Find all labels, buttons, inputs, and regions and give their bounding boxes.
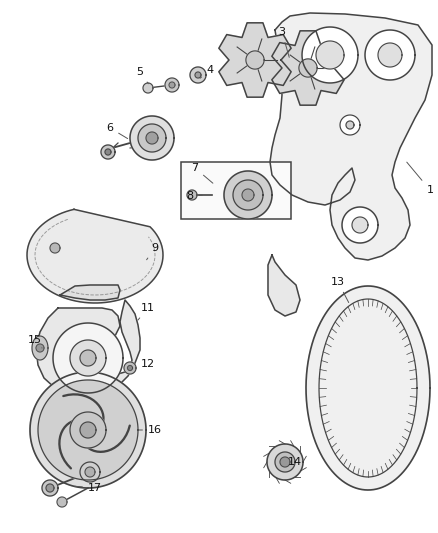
- FancyBboxPatch shape: [181, 162, 291, 219]
- Polygon shape: [85, 467, 95, 477]
- Polygon shape: [224, 171, 272, 219]
- Polygon shape: [267, 444, 303, 480]
- Polygon shape: [80, 422, 96, 438]
- Polygon shape: [57, 497, 67, 507]
- Text: 14: 14: [288, 457, 302, 467]
- Text: 4: 4: [200, 65, 214, 78]
- Polygon shape: [105, 149, 111, 155]
- Polygon shape: [365, 30, 415, 80]
- Polygon shape: [280, 457, 290, 467]
- Polygon shape: [169, 82, 175, 88]
- Polygon shape: [146, 132, 158, 144]
- Polygon shape: [38, 380, 138, 480]
- Polygon shape: [190, 67, 206, 83]
- Polygon shape: [80, 350, 96, 366]
- Polygon shape: [342, 207, 378, 243]
- Polygon shape: [272, 31, 344, 105]
- Polygon shape: [306, 286, 430, 490]
- Polygon shape: [242, 189, 254, 201]
- Polygon shape: [219, 23, 291, 97]
- Polygon shape: [143, 83, 153, 93]
- Polygon shape: [195, 72, 201, 78]
- Polygon shape: [30, 372, 146, 488]
- Polygon shape: [36, 300, 140, 396]
- Text: 13: 13: [331, 277, 349, 303]
- Polygon shape: [302, 27, 358, 83]
- Text: 5: 5: [137, 67, 148, 84]
- Polygon shape: [32, 336, 48, 360]
- Text: 8: 8: [187, 191, 202, 201]
- Text: 1: 1: [407, 162, 434, 195]
- Polygon shape: [340, 115, 360, 135]
- Text: 9: 9: [147, 243, 159, 260]
- Polygon shape: [50, 243, 60, 253]
- Text: 15: 15: [28, 335, 42, 348]
- Polygon shape: [233, 180, 263, 210]
- Polygon shape: [124, 362, 136, 374]
- Text: 17: 17: [75, 483, 102, 493]
- Polygon shape: [46, 484, 54, 492]
- Polygon shape: [268, 255, 300, 316]
- Polygon shape: [165, 78, 179, 92]
- Text: 6: 6: [106, 123, 127, 139]
- Polygon shape: [352, 217, 368, 233]
- Polygon shape: [270, 13, 432, 260]
- Polygon shape: [70, 412, 106, 448]
- Polygon shape: [27, 209, 163, 303]
- Polygon shape: [36, 344, 44, 352]
- Text: 16: 16: [138, 425, 162, 435]
- Polygon shape: [299, 59, 317, 77]
- Text: 3: 3: [279, 27, 289, 58]
- Polygon shape: [378, 43, 402, 67]
- Polygon shape: [60, 285, 120, 300]
- Polygon shape: [70, 340, 106, 376]
- Polygon shape: [187, 190, 197, 200]
- Text: 11: 11: [138, 303, 155, 320]
- Polygon shape: [101, 145, 115, 159]
- Text: 7: 7: [191, 163, 213, 183]
- Polygon shape: [53, 323, 123, 393]
- Polygon shape: [275, 452, 295, 472]
- Polygon shape: [42, 480, 58, 496]
- Polygon shape: [127, 366, 133, 370]
- Polygon shape: [130, 116, 174, 160]
- Polygon shape: [346, 121, 354, 129]
- Polygon shape: [316, 41, 344, 69]
- Polygon shape: [80, 462, 100, 482]
- Text: 12: 12: [136, 359, 155, 369]
- Polygon shape: [138, 124, 166, 152]
- Polygon shape: [246, 51, 264, 69]
